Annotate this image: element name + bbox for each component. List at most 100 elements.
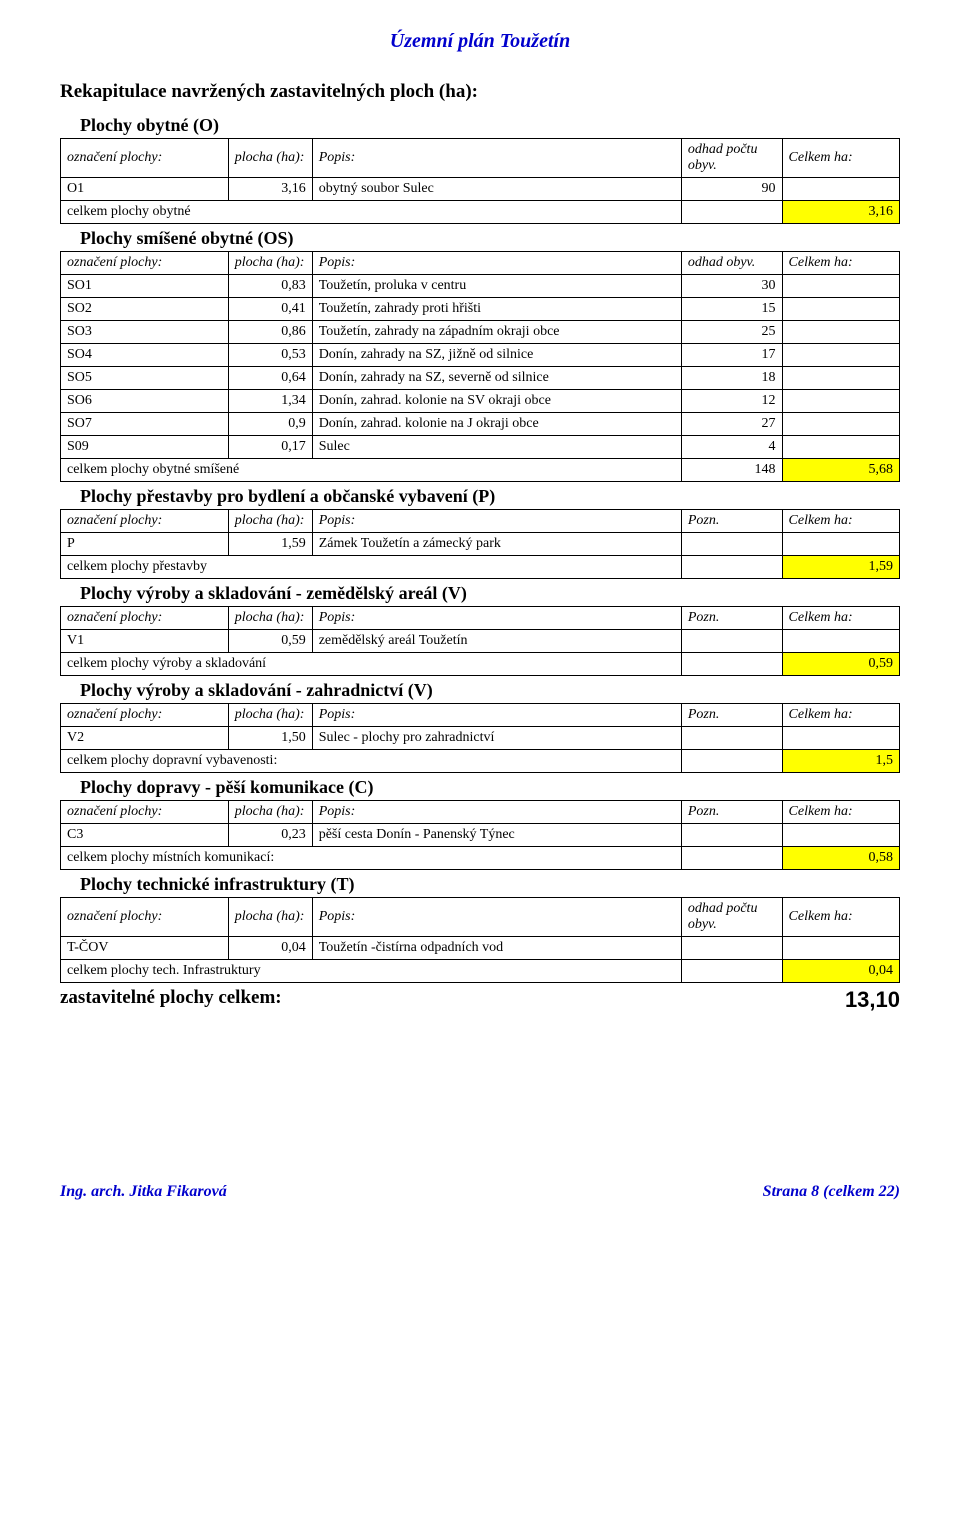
table-cell	[782, 178, 899, 201]
table-cell: 0,86	[228, 321, 312, 344]
data-table: označení plochy:plocha (ha):Popis:odhad …	[60, 251, 900, 482]
table-cell	[782, 413, 899, 436]
document-title: Územní plán Toužetín	[60, 30, 900, 53]
table-cell: Toužetín, proluka v centru	[312, 275, 681, 298]
table-row: O13,16obytný soubor Sulec90	[61, 178, 900, 201]
table-cell	[782, 344, 899, 367]
table-header-cell: Celkem ha:	[782, 607, 899, 630]
table-cell: Sulec	[312, 436, 681, 459]
table-cell: SO5	[61, 367, 229, 390]
table-cell: T-ČOV	[61, 937, 229, 960]
table-cell: zemědělský areál Toužetín	[312, 630, 681, 653]
sum-num-cell	[681, 653, 782, 676]
table-cell: Donín, zahrad. kolonie na J okraji obce	[312, 413, 681, 436]
table-cell: C3	[61, 824, 229, 847]
table-cell: V2	[61, 727, 229, 750]
table-cell: P	[61, 533, 229, 556]
table-header-cell: Celkem ha:	[782, 510, 899, 533]
data-table: označení plochy:plocha (ha):Popis:Pozn.C…	[60, 606, 900, 676]
table-row: V10,59zemědělský areál Toužetín	[61, 630, 900, 653]
table-cell: SO6	[61, 390, 229, 413]
table-header-row: označení plochy:plocha (ha):Popis:odhad …	[61, 139, 900, 178]
table-cell: 4	[681, 436, 782, 459]
table-header-cell: označení plochy:	[61, 898, 229, 937]
table-cell	[782, 824, 899, 847]
table-header-cell: označení plochy:	[61, 252, 229, 275]
table-cell: 17	[681, 344, 782, 367]
table-header-cell: označení plochy:	[61, 139, 229, 178]
section-title: Plochy obytné (O)	[80, 115, 900, 136]
footer-left: Ing. arch. Jitka Fikarová	[60, 1183, 227, 1200]
section-title: Plochy přestavby pro bydlení a občanské …	[80, 486, 900, 507]
table-row: SO10,83Toužetín, proluka v centru30	[61, 275, 900, 298]
footer: Ing. arch. Jitka Fikarová Strana 8 (celk…	[60, 1183, 900, 1201]
sum-num-cell: 148	[681, 459, 782, 482]
table-cell: SO4	[61, 344, 229, 367]
table-header-row: označení plochy:plocha (ha):Popis:Pozn.C…	[61, 704, 900, 727]
grand-total: zastavitelné plochy celkem: 13,10	[60, 987, 900, 1013]
table-cell: 15	[681, 298, 782, 321]
sum-total-cell: 5,68	[782, 459, 899, 482]
table-cell: Toužetín, zahrady na západním okraji obc…	[312, 321, 681, 344]
section-title: Plochy smíšené obytné (OS)	[80, 228, 900, 249]
table-header-cell: plocha (ha):	[228, 252, 312, 275]
table-header-cell: Pozn.	[681, 607, 782, 630]
table-header-cell: Popis:	[312, 252, 681, 275]
sum-num-cell	[681, 847, 782, 870]
table-cell: O1	[61, 178, 229, 201]
table-cell: 0,53	[228, 344, 312, 367]
table-header-cell: Celkem ha:	[782, 139, 899, 178]
table-header-cell: odhad počtu obyv.	[681, 139, 782, 178]
table-row: C30,23pěší cesta Donín - Panenský Týnec	[61, 824, 900, 847]
table-header-cell: Celkem ha:	[782, 801, 899, 824]
table-sum-row: celkem plochy tech. Infrastruktury0,04	[61, 960, 900, 983]
table-cell	[782, 390, 899, 413]
table-cell	[681, 533, 782, 556]
data-table: označení plochy:plocha (ha):Popis:Pozn.C…	[60, 703, 900, 773]
table-cell: 30	[681, 275, 782, 298]
sum-total-cell: 0,04	[782, 960, 899, 983]
table-cell: obytný soubor Sulec	[312, 178, 681, 201]
table-row: SO20,41Toužetín, zahrady proti hřišti15	[61, 298, 900, 321]
table-cell: 18	[681, 367, 782, 390]
table-sum-row: celkem plochy obytné smíšené1485,68	[61, 459, 900, 482]
main-heading: Rekapitulace navržených zastavitelných p…	[60, 81, 900, 103]
table-cell: 90	[681, 178, 782, 201]
table-cell	[782, 298, 899, 321]
table-header-cell: plocha (ha):	[228, 801, 312, 824]
table-cell: Sulec - plochy pro zahradnictví	[312, 727, 681, 750]
table-header-cell: plocha (ha):	[228, 704, 312, 727]
sum-total-cell: 1,59	[782, 556, 899, 579]
table-row: S090,17Sulec4	[61, 436, 900, 459]
table-cell: 0,04	[228, 937, 312, 960]
table-cell: 0,41	[228, 298, 312, 321]
table-cell	[681, 727, 782, 750]
data-table: označení plochy:plocha (ha):Popis:odhad …	[60, 897, 900, 983]
table-header-cell: označení plochy:	[61, 607, 229, 630]
table-header-cell: označení plochy:	[61, 801, 229, 824]
table-header-cell: označení plochy:	[61, 704, 229, 727]
section-title: Plochy technické infrastruktury (T)	[80, 874, 900, 895]
table-cell	[681, 630, 782, 653]
sum-total-cell: 1,5	[782, 750, 899, 773]
section-title: Plochy výroby a skladování - zemědělský …	[80, 583, 900, 604]
table-header-row: označení plochy:plocha (ha):Popis:Pozn.C…	[61, 510, 900, 533]
table-header-cell: Pozn.	[681, 704, 782, 727]
sum-label-cell: celkem plochy výroby a skladování	[61, 653, 682, 676]
table-header-cell: Popis:	[312, 704, 681, 727]
sum-label-cell: celkem plochy obytné	[61, 201, 682, 224]
table-row: SO70,9Donín, zahrad. kolonie na J okraji…	[61, 413, 900, 436]
section-title: Plochy dopravy - pěší komunikace (C)	[80, 777, 900, 798]
table-cell	[681, 824, 782, 847]
data-table: označení plochy:plocha (ha):Popis:Pozn.C…	[60, 800, 900, 870]
table-cell: V1	[61, 630, 229, 653]
table-header-cell: Popis:	[312, 607, 681, 630]
table-header-cell: plocha (ha):	[228, 898, 312, 937]
table-sum-row: celkem plochy místních komunikací:0,58	[61, 847, 900, 870]
table-cell	[782, 937, 899, 960]
sum-num-cell	[681, 556, 782, 579]
sum-total-cell: 0,58	[782, 847, 899, 870]
table-header-row: označení plochy:plocha (ha):Popis:Pozn.C…	[61, 801, 900, 824]
table-cell: Donín, zahrad. kolonie na SV okraji obce	[312, 390, 681, 413]
table-cell: 1,59	[228, 533, 312, 556]
